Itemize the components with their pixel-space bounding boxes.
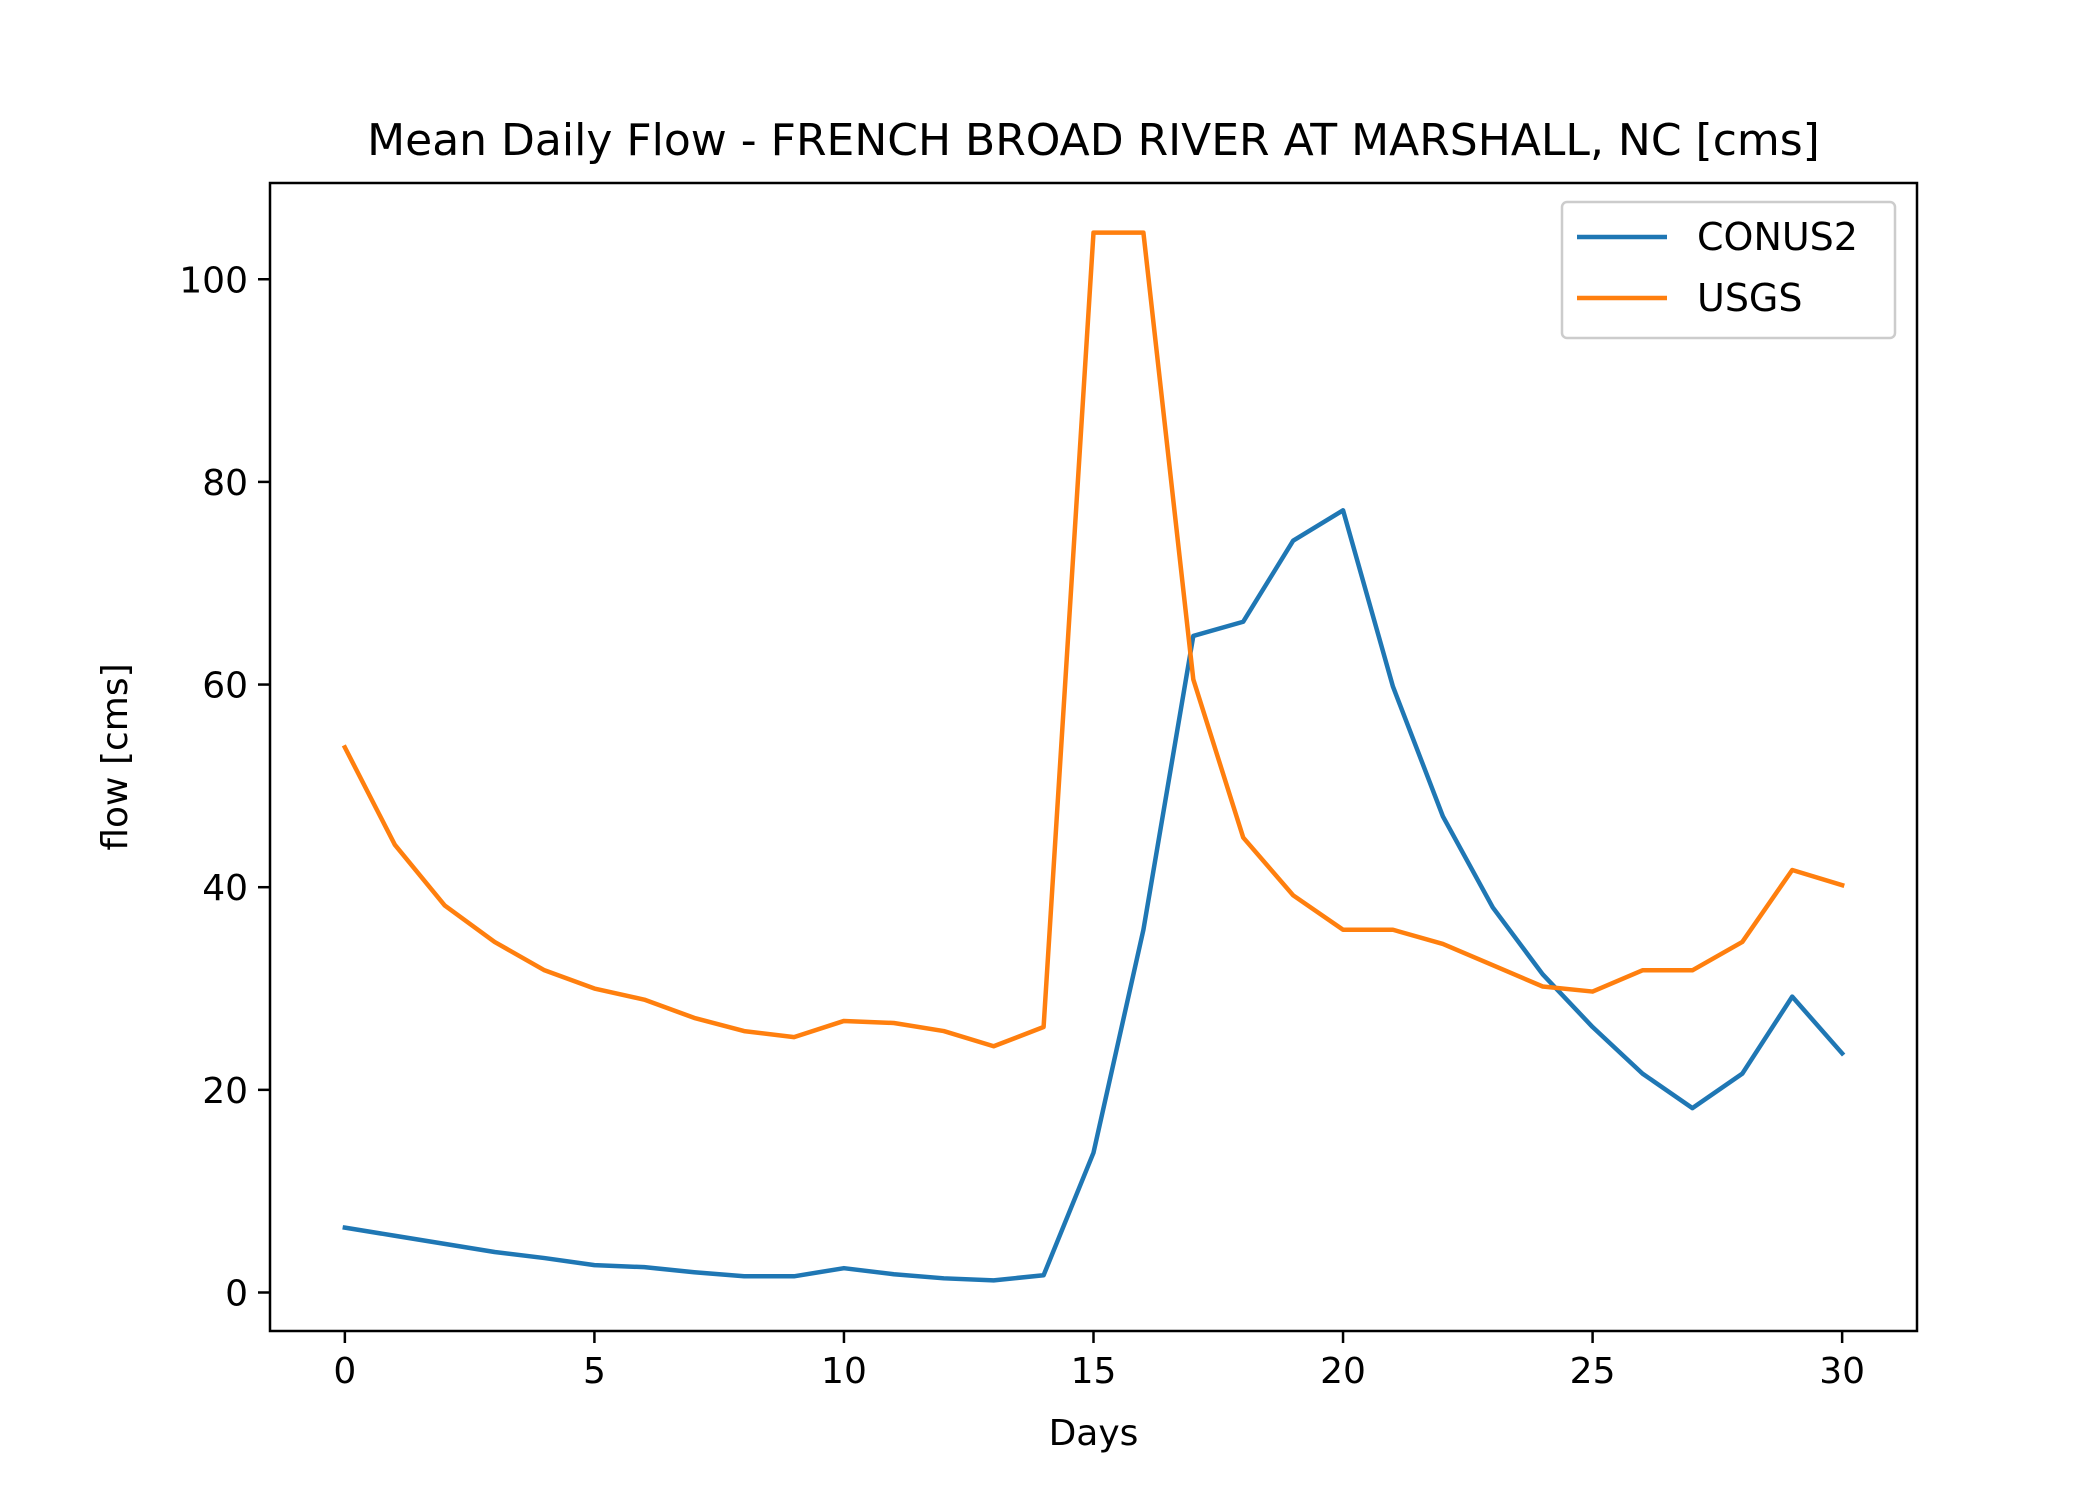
y-tick-label: 20 xyxy=(202,1071,248,1112)
y-axis-label: flow [cms] xyxy=(95,663,136,850)
x-tick-label: 10 xyxy=(821,1351,867,1392)
x-tick-label: 30 xyxy=(1819,1351,1865,1392)
y-tick-label: 100 xyxy=(179,260,248,301)
series-layer xyxy=(341,230,1846,1283)
series-line-usgs xyxy=(341,230,1845,1049)
x-tick-label: 5 xyxy=(583,1351,606,1392)
x-axis-label: Days xyxy=(1049,1413,1139,1454)
chart-title: Mean Daily Flow - FRENCH BROAD RIVER AT … xyxy=(367,115,1820,166)
legend-label-conus2: CONUS2 xyxy=(1697,215,1858,259)
y-tick-label: 0 xyxy=(225,1273,248,1314)
y-tick-label: 60 xyxy=(202,666,248,707)
x-tick-label: 25 xyxy=(1570,1351,1616,1392)
x-tick-label: 0 xyxy=(333,1351,356,1392)
series-line-conus2 xyxy=(342,508,1846,1283)
x-tick-label: 15 xyxy=(1071,1351,1117,1392)
legend: CONUS2 USGS xyxy=(1560,200,1897,340)
plot-area-frame xyxy=(268,181,1919,1333)
y-tick-label: 80 xyxy=(202,463,248,504)
y-tick-label: 40 xyxy=(202,868,248,909)
legend-label-usgs: USGS xyxy=(1697,276,1803,320)
ticks-layer: 0 5 10 15 20 25 30 0 20 40 60 80 100 xyxy=(179,260,1865,1392)
x-tick-label: 20 xyxy=(1320,1351,1366,1392)
